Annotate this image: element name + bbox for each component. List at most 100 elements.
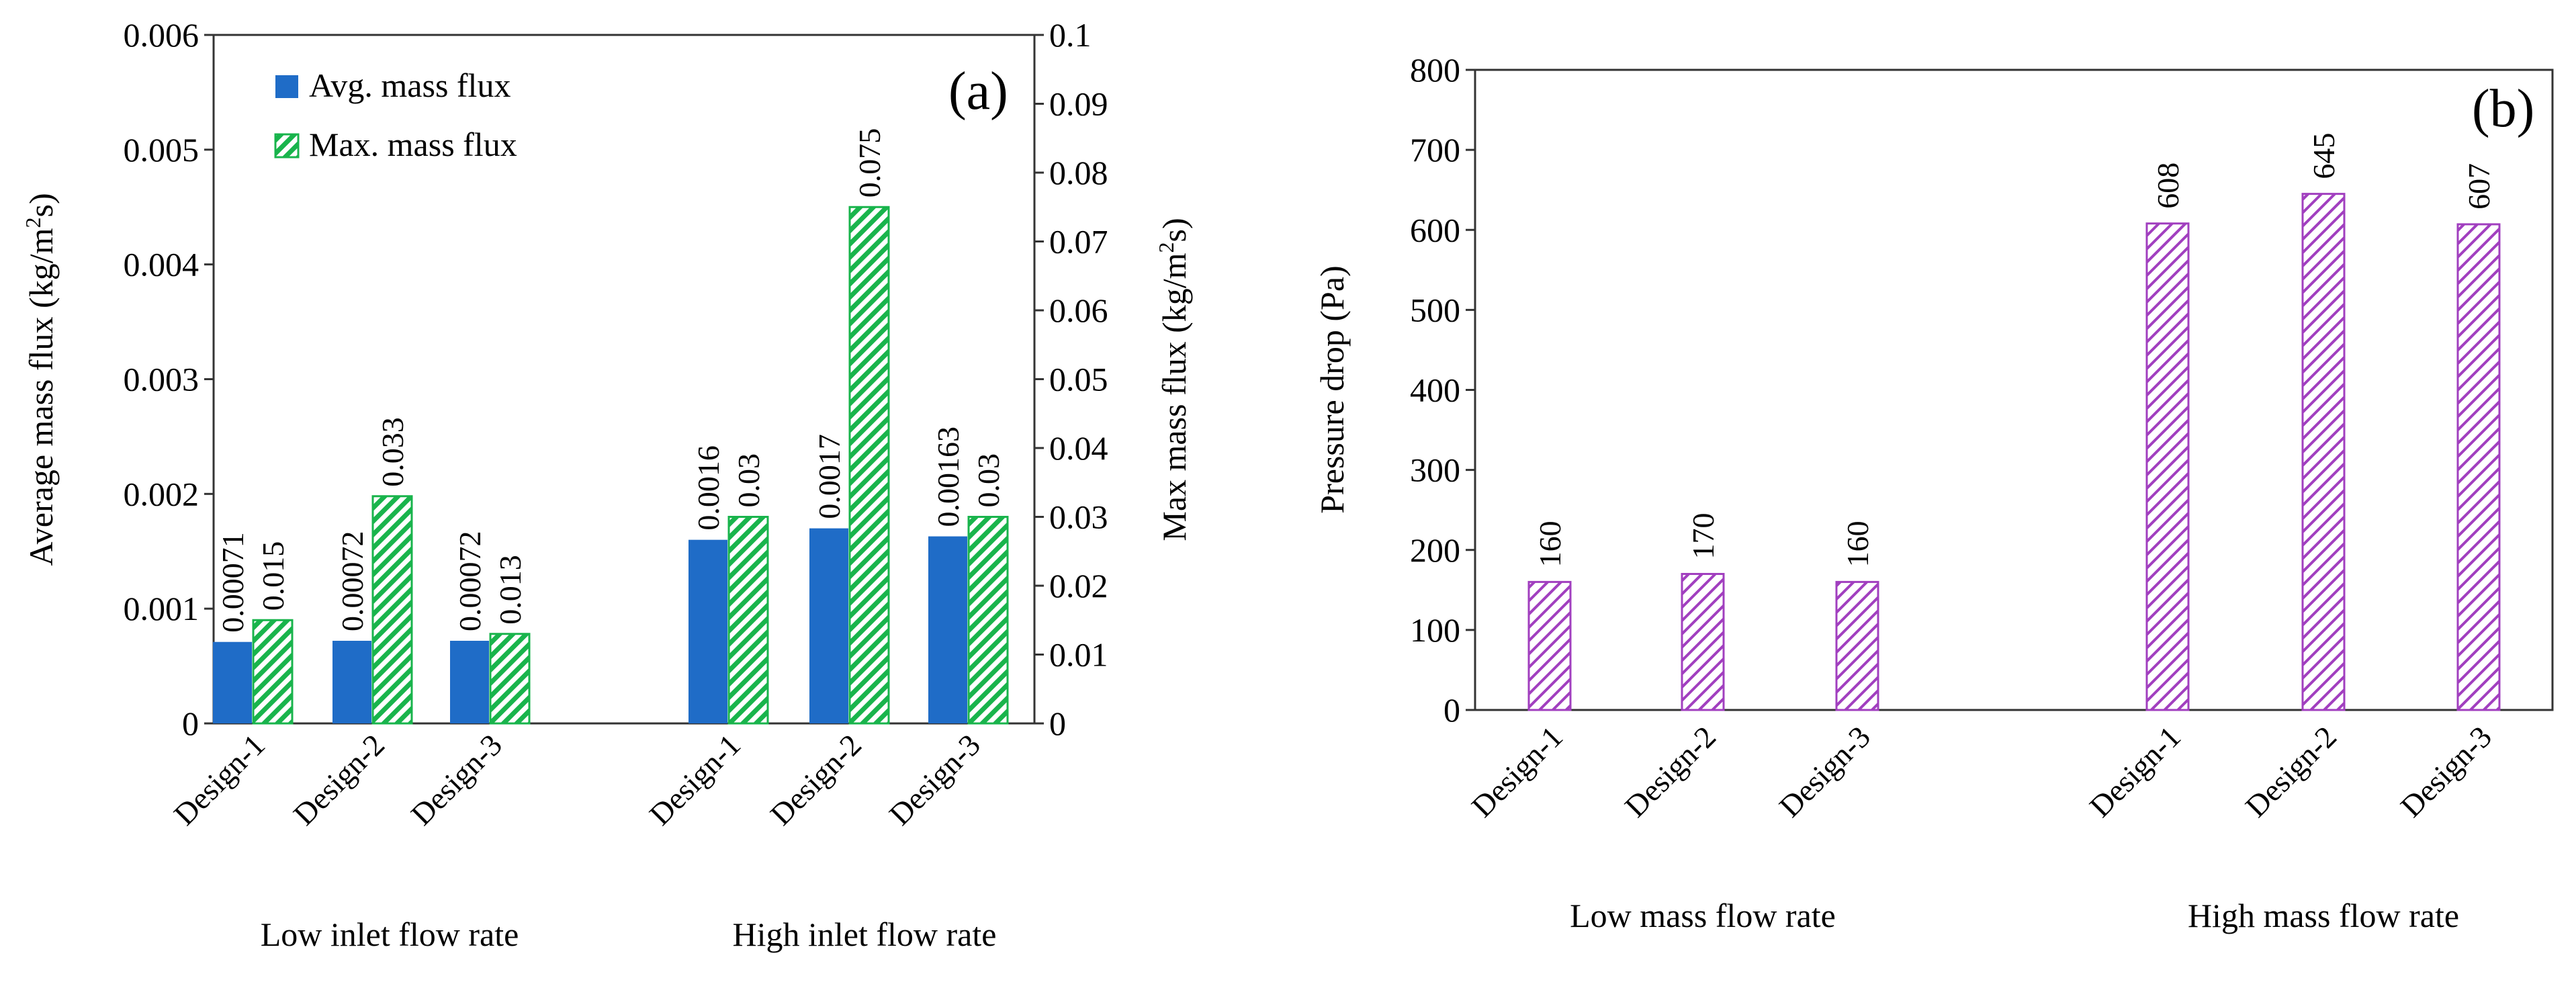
legend-label-avg: Avg. mass flux [309,66,510,104]
panel-label-a: (a) [948,62,1008,121]
y2-axis-title-a-prefix: Max mass flux (kg/m [1155,253,1193,541]
data-labels-a: 0.00071 0.00072 0.00072 0.0016 0.0017 0.00163… [216,128,1006,633]
bar-pressure-drop [1527,580,1572,711]
y-tick-label-a: 0.001 [124,590,199,627]
y-tick-label-b: 800 [1410,51,1460,89]
category-label-a: Design-3 [404,727,508,832]
panel-label-b: (b) [2472,79,2534,138]
plot-area-b [1474,69,2554,711]
bar-pressure-drop [1681,572,1725,711]
y-tick-label-a: 0.006 [124,16,199,54]
bar-avg-mass-flux [332,641,371,723]
data-label-b: 608 [2151,163,2185,209]
bar-max-mass-flux [489,633,531,725]
data-label-a: 0.00072 [453,531,487,632]
legend-a: Avg. mass flux Max. mass flux [274,66,517,163]
category-label-a: Design-2 [764,727,868,832]
category-label-a: Design-1 [643,727,747,832]
data-label-a: 0.015 [256,541,290,611]
category-label-b: Design-1 [1465,719,1569,823]
data-label-a: 0.00072 [335,531,369,632]
y2-tick-label-a: 0.09 [1049,85,1108,123]
bar-avg-mass-flux [928,536,967,723]
y-axis-ticks-a: 0 0.001 0.002 0.003 0.004 0.005 0.006 [124,16,214,742]
group-label-a-high: High inlet flow rate [733,916,997,953]
y-tick-label-b: 600 [1410,211,1460,249]
chart-a: 0 0.001 0.002 0.003 0.004 0.005 0.006 0 0.01 0.0… [21,16,1193,953]
legend-swatch-max [274,133,300,159]
y-axis-title-a: Average mass flux (kg/m2s) [21,193,60,566]
y2-axis-title-a-suffix: s) [1155,218,1193,242]
category-labels-b: Design-1 Design-1 Design-2 Design-2 Design-3… [1465,719,2498,823]
bar-avg-mass-flux [809,528,848,723]
bar-pressure-drop [2145,222,2190,711]
y2-tick-label-a: 0.01 [1049,636,1108,674]
y-tick-label-a: 0.004 [124,246,199,283]
data-label-a: 0.013 [493,555,527,625]
data-label-b: 645 [2307,133,2341,179]
data-label-a: 0.03 [971,453,1006,508]
y-tick-label-b: 400 [1410,371,1460,409]
group-label-a-low: Low inlet flow rate [261,916,519,953]
category-label-a: Design-2 [287,727,391,832]
bar-max-mass-flux [252,619,294,725]
y-tick-label-b: 100 [1410,611,1460,649]
y-axis-title-b: Pressure drop (Pa) [1313,265,1351,513]
data-label-a: 0.0017 [812,434,846,519]
category-label-a: Design-1 [167,727,271,832]
bar-avg-mass-flux [450,641,489,723]
category-label-b: Design-2 [1618,719,1722,823]
data-label-a: 0.033 [375,417,410,487]
y2-tick-label-a: 0.05 [1049,361,1108,398]
y2-tick-label-a: 0.03 [1049,498,1108,536]
data-label-b: 160 [1533,521,1567,567]
y-tick-label-b: 0 [1444,691,1460,729]
legend-label-max: Max. mass flux [309,126,517,163]
y2-tick-label-a: 0.08 [1049,154,1108,191]
y2-axis-title-a-sup: 2 [1154,242,1178,253]
category-label-b: Design-3 [2394,719,2498,823]
y-tick-label-b: 500 [1410,291,1460,328]
y2-tick-label-a: 0.04 [1049,429,1108,467]
bar-max-mass-flux [371,495,413,725]
data-label-a: 0.03 [731,453,766,508]
bar-avg-mass-flux [213,641,252,723]
data-label-b: 160 [1840,521,1875,567]
y2-axis-title-a: Max mass flux (kg/m2s) [1154,218,1193,541]
data-label-a: 0.0016 [691,445,725,531]
y-tick-label-a: 0.002 [124,475,199,512]
y2-tick-label-a: 0.07 [1049,223,1108,261]
y2-tick-label-a: 0.1 [1049,16,1092,54]
data-label-a: 0.00163 [931,427,965,527]
y2-tick-label-a: 0.06 [1049,292,1108,329]
y-tick-label-a: 0 [182,705,199,742]
bars-a [213,206,1009,725]
y-tick-label-a: 0.005 [124,131,199,169]
bar-max-mass-flux [967,516,1009,725]
bars-b [1527,193,2501,711]
y-axis-title-a-sup: 2 [21,218,45,228]
y-tick-label-b: 300 [1410,451,1460,489]
group-label-b-low: Low mass flow rate [1570,897,1836,934]
y2-tick-label-a: 0.02 [1049,567,1108,605]
data-label-a: 0.00071 [216,532,250,633]
category-label-b: Design-2 [2239,719,2343,823]
data-label-b: 170 [1686,512,1720,559]
data-label-b: 607 [2462,163,2496,210]
data-label-a: 0.075 [852,128,887,198]
bar-max-mass-flux [727,516,769,725]
category-label-a: Design-3 [883,727,987,832]
chart-b: 0 100 200 300 400 500 600 700 800 160 170 160 608 64… [1313,51,2554,934]
y2-axis-ticks-a: 0 0.01 0.02 0.03 0.04 0.05 0.06 0.07 0.08 0.09 0.1 [1034,16,1108,742]
bar-pressure-drop [2301,193,2346,711]
y-tick-label-a: 0.003 [124,361,199,398]
y-tick-label-b: 200 [1410,531,1460,569]
y-axis-title-a-suffix: s) [22,193,60,217]
bar-pressure-drop [2456,223,2501,711]
bar-max-mass-flux [848,206,890,725]
legend-swatch-avg [275,75,298,98]
data-labels-b: 160 170 160 608 645 607 [1533,133,2496,568]
y-axis-title-a-prefix: Average mass flux (kg/m [22,228,60,566]
